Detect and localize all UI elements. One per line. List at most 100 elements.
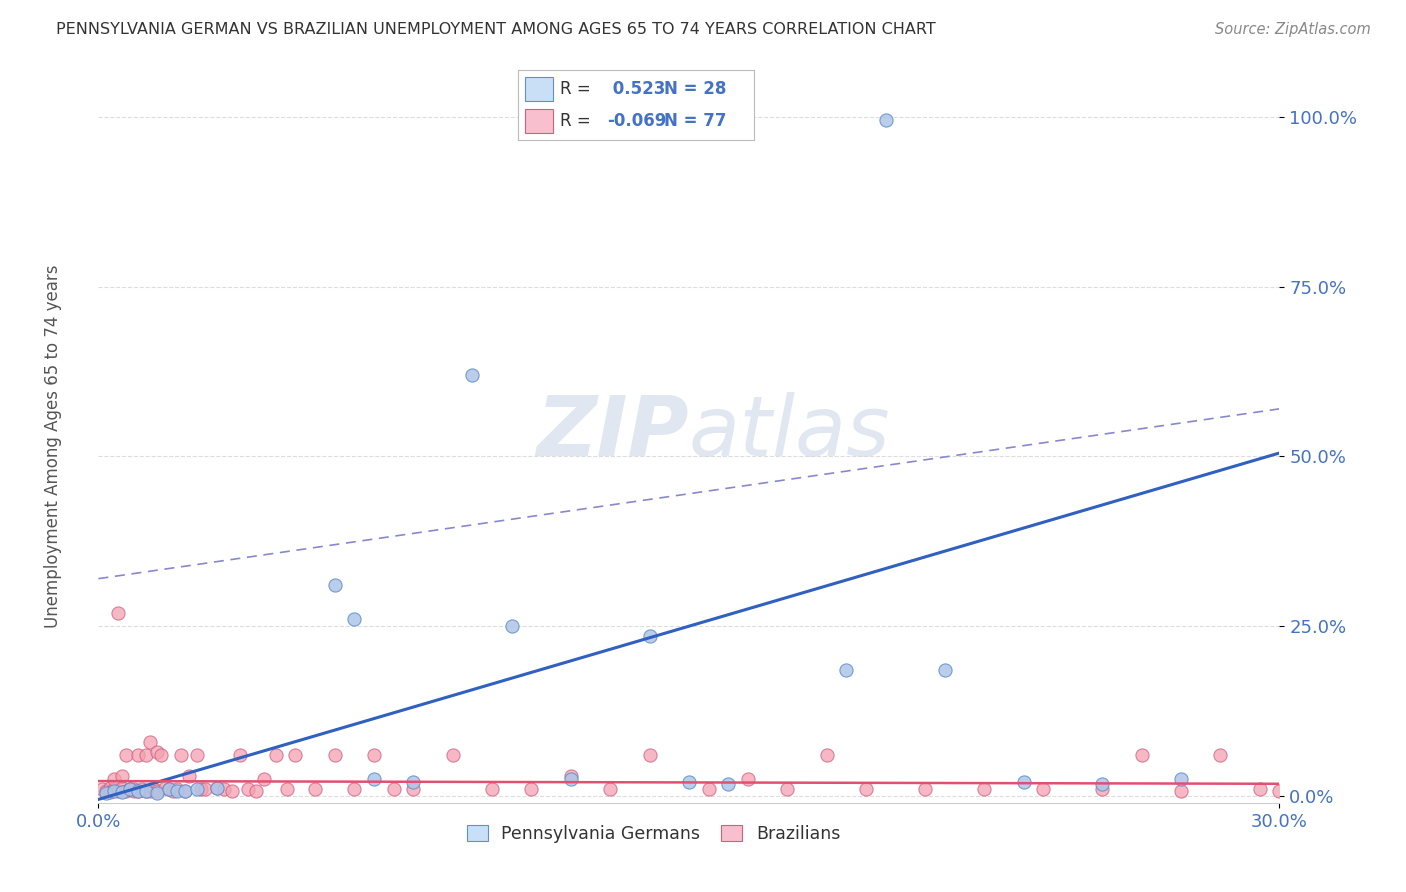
Point [229,748,252,763]
Point [162,783,184,797]
Point [1170,772,1192,786]
Point [560,772,582,786]
Point [155,780,177,795]
Point [245,783,267,797]
Point [875,113,897,128]
Point [973,782,995,797]
Point [118,782,141,797]
Point [776,782,799,797]
Point [186,782,208,797]
Point [103,782,125,797]
Point [177,769,200,783]
Point [501,619,523,633]
Point [638,748,661,763]
Text: atlas: atlas [689,392,890,473]
Point [855,782,877,797]
Point [402,775,425,789]
Point [214,782,236,797]
Point [560,769,582,783]
Point [205,780,228,795]
Text: PENNSYLVANIA GERMAN VS BRAZILIAN UNEMPLOYMENT AMONG AGES 65 TO 74 YEARS CORRELAT: PENNSYLVANIA GERMAN VS BRAZILIAN UNEMPLO… [56,22,936,37]
Point [115,783,138,797]
Point [599,782,621,797]
Point [1091,782,1114,797]
Point [166,782,188,797]
Point [717,777,740,791]
Point [402,782,425,797]
Point [111,780,134,795]
Point [118,782,141,797]
Point [481,782,503,797]
Point [1347,783,1369,797]
Point [815,748,838,763]
Point [186,748,208,763]
Point [1308,782,1330,797]
Point [111,769,134,783]
Point [1209,748,1232,763]
Point [135,748,157,763]
Point [111,785,134,799]
Point [135,783,157,797]
Point [678,775,700,789]
Point [107,606,129,620]
Point [96,783,118,797]
Point [934,664,956,678]
Point [441,748,464,763]
Point [107,783,129,797]
Point [138,783,160,797]
Point [122,782,145,797]
Point [236,782,259,797]
Point [1268,783,1291,797]
Point [1327,783,1350,797]
Point [127,783,149,797]
Point [157,782,180,797]
Point [1130,748,1153,763]
Point [127,784,149,798]
Point [323,578,346,592]
Text: ZIP: ZIP [536,392,689,473]
Point [520,782,543,797]
Point [103,772,125,786]
Point [1032,782,1054,797]
Point [150,748,173,763]
Point [135,783,157,797]
Point [1091,777,1114,791]
Point [323,748,346,763]
Point [122,783,145,797]
Point [304,782,326,797]
Point [284,748,307,763]
Text: Source: ZipAtlas.com: Source: ZipAtlas.com [1215,22,1371,37]
Point [142,782,165,797]
Point [264,748,287,763]
Point [138,734,160,748]
Point [343,782,366,797]
Point [91,782,114,797]
Point [1288,748,1310,763]
Point [1012,775,1035,789]
Point [221,783,243,797]
Point [914,782,936,797]
Point [98,780,121,795]
Point [1170,783,1192,797]
Point [98,785,121,799]
Point [276,782,298,797]
Point [697,782,720,797]
Point [363,772,385,786]
Point [194,782,217,797]
Point [170,748,193,763]
Point [1249,782,1271,797]
Text: Unemployment Among Ages 65 to 74 years: Unemployment Among Ages 65 to 74 years [45,264,62,628]
Legend: Pennsylvania Germans, Brazilians: Pennsylvania Germans, Brazilians [460,818,848,850]
Point [127,748,149,763]
Point [157,782,180,797]
Point [146,786,169,800]
Point [835,664,858,678]
Point [363,748,385,763]
Point [166,784,188,798]
Point [174,783,197,797]
Point [146,783,169,797]
Point [115,748,138,763]
Point [638,629,661,643]
Point [382,782,405,797]
Point [461,368,484,382]
